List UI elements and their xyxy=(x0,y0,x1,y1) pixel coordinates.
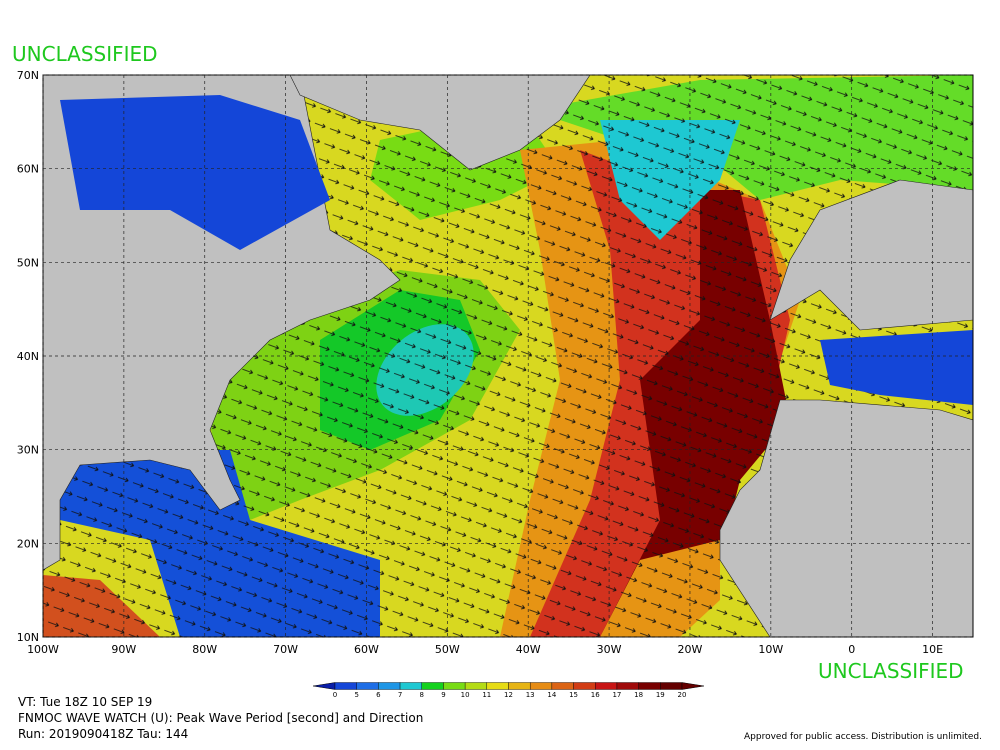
colorbar-label: 12 xyxy=(504,691,513,699)
colorbar-segment xyxy=(334,682,357,690)
colorbar-segment xyxy=(573,682,596,690)
lat-label: 20N xyxy=(17,537,39,550)
lat-label: 30N xyxy=(17,444,39,457)
colorbar-label: 7 xyxy=(398,691,402,699)
colorbar-cap xyxy=(681,682,705,690)
colorbar-label: 15 xyxy=(569,691,578,699)
hudson-bay xyxy=(60,95,330,250)
lon-label: 30W xyxy=(597,643,622,656)
colorbar-label: 8 xyxy=(420,691,424,699)
lon-label: 0 xyxy=(848,643,855,656)
run-info: Run: 2019090418Z Tau: 144 xyxy=(18,727,188,741)
colorbar-segment xyxy=(595,682,618,690)
colorbar-segment xyxy=(443,682,466,690)
lat-label: 10N xyxy=(17,631,39,644)
colorbar-segment xyxy=(486,682,509,690)
colorbar-label: 20 xyxy=(678,691,687,699)
colorbar-label: 19 xyxy=(656,691,665,699)
lon-label: 80W xyxy=(192,643,217,656)
lon-label: 100W xyxy=(27,643,59,656)
classification-top: UNCLASSIFIED xyxy=(12,42,158,66)
colorbar-label: 14 xyxy=(547,691,556,699)
lon-label: 90W xyxy=(111,643,136,656)
colorbar-label: 5 xyxy=(354,691,358,699)
colorbar-segment xyxy=(399,682,422,690)
lon-label: 10E xyxy=(922,643,943,656)
colorbar-label: 9 xyxy=(441,691,445,699)
europe xyxy=(769,179,973,331)
lon-label: 40W xyxy=(516,643,541,656)
lon-label: 60W xyxy=(354,643,379,656)
colorbar-segment xyxy=(529,682,553,690)
colorbar-label: 18 xyxy=(634,691,643,699)
colorbar-segment xyxy=(508,682,531,690)
lat-label: 40N xyxy=(17,350,39,363)
lon-label: 50W xyxy=(435,643,460,656)
lon-label: 10W xyxy=(758,643,783,656)
mediterranean xyxy=(820,330,973,405)
colorbar-segment xyxy=(616,682,639,690)
lat-label: 60N xyxy=(17,163,39,176)
colorbar-segment xyxy=(356,682,379,690)
lon-label: 20W xyxy=(678,643,703,656)
colorbar-segment xyxy=(464,682,488,690)
colorbar-segment xyxy=(551,682,574,690)
colorbar-cap xyxy=(312,682,336,690)
colorbar-segment xyxy=(660,682,683,690)
colorbar-label: 16 xyxy=(591,691,600,699)
colorbar-label: 13 xyxy=(526,691,535,699)
product-title: FNMOC WAVE WATCH (U): Peak Wave Period [… xyxy=(18,711,423,725)
colorbar-label: 6 xyxy=(376,691,381,699)
colorbar-label: 0 xyxy=(333,691,337,699)
africa xyxy=(719,399,973,637)
lon-label: 70W xyxy=(273,643,298,656)
colorbar-label: 10 xyxy=(461,691,470,699)
lat-label: 50N xyxy=(17,256,39,269)
greenland xyxy=(289,75,591,171)
valid-time: VT: Tue 18Z 10 SEP 19 xyxy=(18,695,152,709)
colorbar-segment xyxy=(421,682,444,690)
colorbar-segment xyxy=(638,682,661,690)
colorbar-segment xyxy=(378,682,401,690)
colorbar: 0 5 6 7 8 9 10 11 12 13 14 15 16 17 18 19 20 xyxy=(312,682,705,699)
colorbar-label: 11 xyxy=(482,691,491,699)
graticule xyxy=(42,74,973,638)
disclaimer: Approved for public access. Distribution… xyxy=(744,732,982,742)
lat-label: 70N xyxy=(17,69,39,82)
classification-bottom: UNCLASSIFIED xyxy=(818,659,964,683)
colorbar-label: 17 xyxy=(612,691,621,699)
